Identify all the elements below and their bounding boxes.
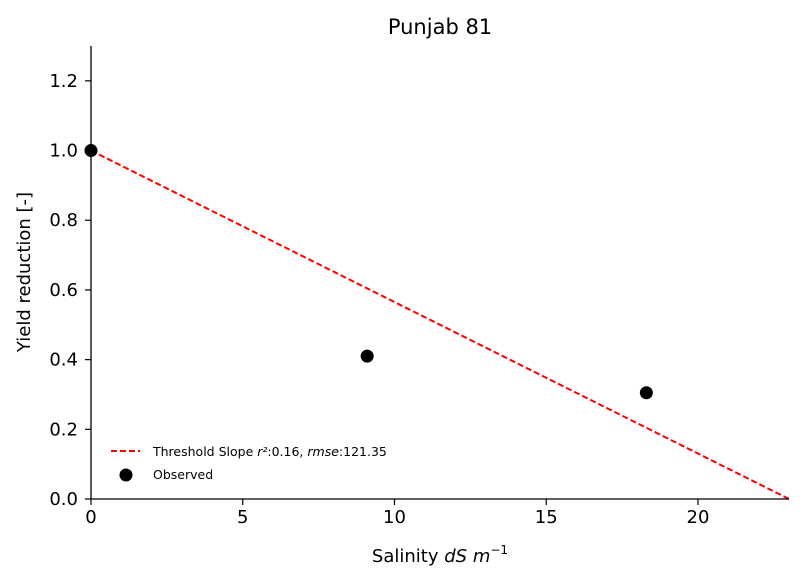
x-tick-label: 10 bbox=[383, 507, 406, 528]
legend-threshold-label: Threshold Slope r²:0.16, rmse:121.35 bbox=[152, 444, 387, 459]
plot-area: 0 5 10 15 20 0.0 0.2 0.4 0.6 0.8 1.0 1.2 bbox=[49, 46, 790, 528]
threshold-slope-line bbox=[90, 149, 790, 500]
y-tick-label: 0.6 bbox=[49, 280, 78, 301]
x-tick-label: 5 bbox=[237, 507, 248, 528]
chart-title: Punjab 81 bbox=[388, 15, 492, 39]
observed-point bbox=[360, 349, 374, 363]
y-axis-ticks: 0.0 0.2 0.4 0.6 0.8 1.0 1.2 bbox=[49, 71, 91, 510]
y-tick-label: 0.0 bbox=[49, 489, 78, 510]
x-tick-label: 0 bbox=[85, 507, 96, 528]
y-tick-label: 0.4 bbox=[49, 350, 78, 371]
legend: Threshold Slope r²:0.16, rmse:121.35 Obs… bbox=[111, 444, 387, 482]
x-tick-label: 15 bbox=[535, 507, 558, 528]
legend-observed-marker bbox=[119, 468, 133, 482]
x-axis-title: Salinity dS m−1 bbox=[372, 543, 508, 567]
y-tick-label: 1.2 bbox=[49, 71, 78, 92]
y-axis-title: Yield reduction [-] bbox=[14, 192, 35, 353]
observed-point bbox=[639, 386, 653, 400]
y-tick-label: 0.8 bbox=[49, 210, 78, 231]
legend-observed-label: Observed bbox=[153, 467, 213, 482]
x-tick-label: 20 bbox=[687, 507, 710, 528]
y-tick-label: 1.0 bbox=[49, 141, 78, 162]
x-axis-ticks: 0 5 10 15 20 bbox=[85, 499, 709, 528]
y-tick-label: 0.2 bbox=[49, 419, 78, 440]
